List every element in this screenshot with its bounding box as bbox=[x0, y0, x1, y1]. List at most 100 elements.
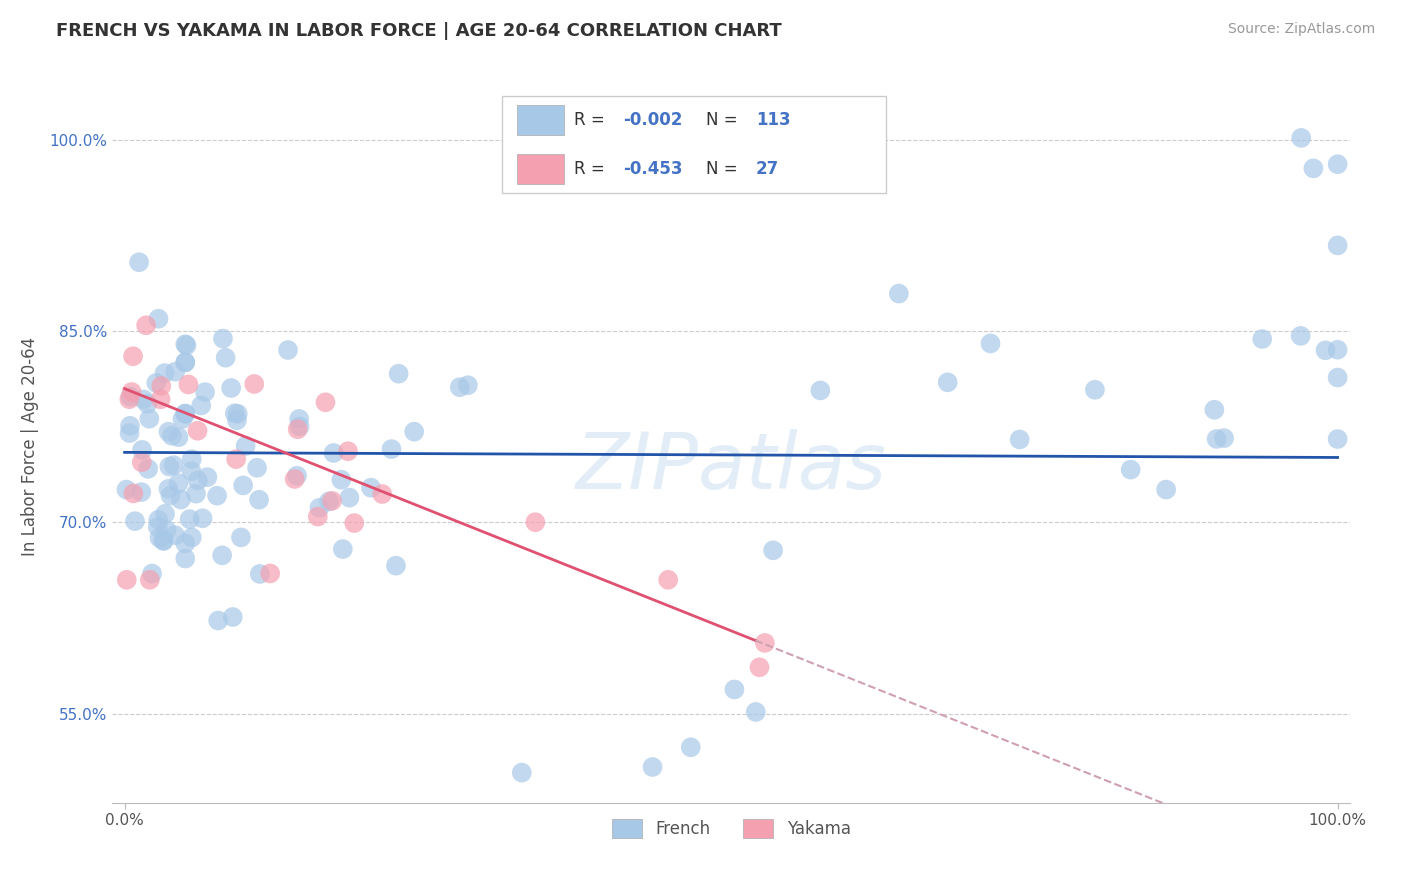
Text: -0.002: -0.002 bbox=[623, 112, 683, 129]
Point bbox=[449, 380, 471, 394]
Point bbox=[288, 412, 311, 426]
Point bbox=[150, 379, 173, 393]
Point bbox=[762, 543, 785, 558]
Point bbox=[122, 349, 145, 363]
Point bbox=[679, 740, 702, 755]
Point bbox=[284, 472, 307, 486]
Point bbox=[145, 376, 167, 390]
Point bbox=[115, 483, 138, 497]
Point bbox=[936, 376, 959, 390]
Text: R =: R = bbox=[574, 112, 610, 129]
Point bbox=[157, 425, 180, 439]
Point bbox=[1008, 433, 1031, 447]
Point bbox=[285, 468, 308, 483]
Point bbox=[159, 489, 181, 503]
Point bbox=[205, 489, 228, 503]
Point bbox=[120, 390, 142, 404]
Point bbox=[153, 507, 176, 521]
Point bbox=[131, 455, 153, 469]
Point bbox=[235, 439, 257, 453]
Point bbox=[211, 549, 233, 563]
Point bbox=[247, 492, 270, 507]
Point bbox=[163, 458, 186, 472]
Point bbox=[135, 318, 157, 333]
Point bbox=[226, 407, 249, 421]
Point bbox=[1315, 343, 1337, 358]
Point bbox=[1326, 370, 1348, 384]
Point bbox=[457, 378, 479, 392]
Point bbox=[219, 381, 242, 395]
Point bbox=[249, 566, 271, 581]
Point bbox=[808, 384, 831, 398]
Point bbox=[174, 355, 197, 369]
Point bbox=[321, 493, 343, 508]
Point bbox=[259, 566, 281, 581]
Point bbox=[184, 486, 207, 500]
Point bbox=[187, 474, 209, 488]
Point bbox=[380, 442, 402, 456]
Legend: French, Yakama: French, Yakama bbox=[605, 812, 858, 845]
Point bbox=[122, 486, 145, 500]
Point bbox=[226, 413, 249, 427]
Point bbox=[214, 351, 236, 365]
Point bbox=[136, 462, 159, 476]
Point bbox=[176, 338, 198, 352]
Bar bbox=[502, 96, 886, 193]
Bar bbox=[517, 153, 564, 184]
Bar bbox=[517, 105, 564, 136]
Point bbox=[191, 511, 214, 525]
Point bbox=[232, 478, 254, 492]
Point bbox=[318, 494, 340, 508]
Point bbox=[229, 530, 252, 544]
Point bbox=[1326, 432, 1348, 446]
Point bbox=[388, 367, 411, 381]
Point bbox=[167, 430, 190, 444]
Point bbox=[155, 523, 177, 537]
Point bbox=[404, 425, 426, 439]
Point bbox=[337, 444, 360, 458]
Point bbox=[180, 452, 202, 467]
Point bbox=[243, 376, 266, 391]
Point bbox=[225, 452, 247, 467]
Point bbox=[115, 573, 138, 587]
Point bbox=[179, 512, 201, 526]
Point bbox=[980, 336, 1002, 351]
Point bbox=[246, 460, 269, 475]
Point bbox=[139, 573, 162, 587]
Point bbox=[170, 492, 193, 507]
Point bbox=[174, 355, 197, 369]
Point bbox=[1326, 343, 1348, 357]
Point bbox=[287, 422, 309, 436]
Point bbox=[754, 636, 776, 650]
Point bbox=[657, 573, 679, 587]
Point bbox=[128, 255, 150, 269]
Point bbox=[118, 426, 141, 441]
Text: N =: N = bbox=[706, 112, 744, 129]
Point bbox=[174, 337, 197, 351]
Point bbox=[146, 520, 169, 534]
Point bbox=[723, 682, 745, 697]
Point bbox=[360, 481, 382, 495]
Text: Source: ZipAtlas.com: Source: ZipAtlas.com bbox=[1227, 22, 1375, 37]
Point bbox=[277, 343, 299, 357]
Point bbox=[172, 412, 194, 426]
Point bbox=[153, 366, 176, 380]
Point bbox=[1326, 157, 1348, 171]
Point bbox=[1204, 402, 1226, 417]
Point bbox=[149, 392, 172, 407]
Point bbox=[641, 760, 664, 774]
Point bbox=[1289, 329, 1312, 343]
Point bbox=[510, 765, 533, 780]
Point bbox=[174, 536, 197, 550]
Point bbox=[385, 558, 408, 573]
Point bbox=[118, 418, 141, 433]
Point bbox=[745, 705, 768, 719]
Point bbox=[1251, 332, 1274, 346]
Point bbox=[1205, 432, 1227, 446]
Point bbox=[308, 500, 330, 515]
Point bbox=[148, 513, 170, 527]
Point bbox=[174, 407, 197, 421]
Point bbox=[332, 542, 354, 557]
Point bbox=[141, 566, 163, 581]
Point bbox=[1154, 483, 1177, 497]
